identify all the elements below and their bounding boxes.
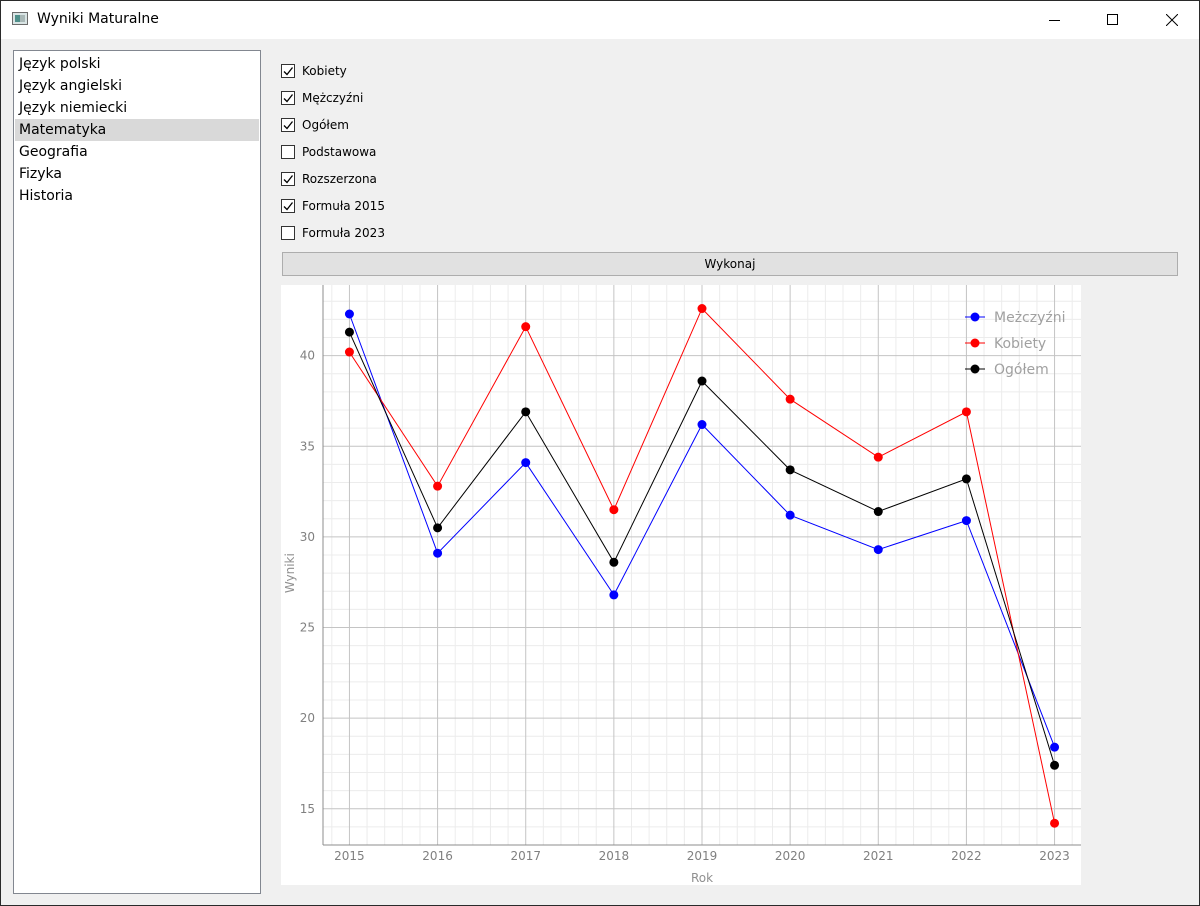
checkbox-label: Formuła 2015 <box>302 199 385 213</box>
title-bar[interactable]: Wyniki Maturalne <box>1 1 1199 39</box>
data-point <box>785 394 795 404</box>
x-tick-label: 2020 <box>775 849 806 863</box>
x-tick-label: 2017 <box>510 849 541 863</box>
legend-label: Ogółem <box>994 362 1049 378</box>
data-point <box>873 507 883 517</box>
minimize-button[interactable] <box>1032 2 1078 38</box>
data-point <box>344 347 354 357</box>
data-point <box>433 481 443 491</box>
subject-item[interactable]: Historia <box>19 188 73 204</box>
x-tick-label: 2021 <box>863 849 894 863</box>
filter-formula-2023-checkbox[interactable]: Formuła 2023 <box>281 224 385 242</box>
check-icon <box>283 67 294 76</box>
checkbox-label: Formuła 2023 <box>302 226 385 240</box>
data-point <box>433 548 443 558</box>
check-icon <box>283 94 294 103</box>
check-icon <box>283 175 294 184</box>
data-point <box>1050 818 1060 828</box>
filter-mezczyzni-checkbox[interactable]: Mężczyźni <box>281 89 363 107</box>
legend-marker <box>970 364 980 374</box>
window-title: Wyniki Maturalne <box>37 11 159 27</box>
y-tick-label: 15 <box>300 802 315 816</box>
x-tick-label: 2016 <box>422 849 453 863</box>
data-point <box>697 420 707 430</box>
legend-label: Meżczyźni <box>994 310 1065 326</box>
filter-podstawowa-checkbox[interactable]: Podstawowa <box>281 143 376 161</box>
data-point <box>873 545 883 555</box>
y-tick-label: 30 <box>300 530 315 544</box>
data-point <box>1050 742 1060 752</box>
x-tick-label: 2022 <box>951 849 982 863</box>
data-point <box>785 465 795 475</box>
data-point <box>521 458 531 468</box>
checkbox-label: Podstawowa <box>302 145 377 159</box>
app-icon <box>12 12 28 25</box>
data-point <box>785 510 795 520</box>
subject-item[interactable]: Język polski <box>19 56 101 72</box>
data-point <box>344 327 354 337</box>
checkbox-box[interactable] <box>281 226 295 240</box>
maximize-button[interactable] <box>1090 2 1136 38</box>
x-tick-label: 2023 <box>1039 849 1070 863</box>
data-point <box>433 523 443 533</box>
minimize-icon <box>1049 20 1060 21</box>
subject-item[interactable]: Język niemiecki <box>19 100 128 116</box>
checkbox-box[interactable] <box>281 199 295 213</box>
data-point <box>521 322 531 332</box>
run-button[interactable]: Wykonaj <box>282 252 1178 276</box>
y-tick-label: 35 <box>300 439 315 453</box>
checkbox-box[interactable] <box>281 118 295 132</box>
filter-rozszerzona-checkbox[interactable]: Rozszerzona <box>281 170 377 188</box>
close-button[interactable] <box>1149 2 1195 38</box>
data-point <box>961 516 971 526</box>
legend-label: Kobiety <box>994 336 1046 352</box>
data-point <box>873 452 883 462</box>
checkbox-label: Rozszerzona <box>302 172 377 186</box>
legend-marker <box>970 338 980 348</box>
data-point <box>1050 760 1060 770</box>
data-point <box>609 557 619 567</box>
subject-item[interactable]: Fizyka <box>19 166 62 182</box>
data-point <box>961 474 971 484</box>
subject-list[interactable]: Język polski Język angielski Język niemi… <box>13 50 261 894</box>
filter-ogolem-checkbox[interactable]: Ogółem <box>281 116 349 134</box>
x-tick-label: 2015 <box>334 849 365 863</box>
checkbox-label: Kobiety <box>302 64 347 78</box>
data-point <box>344 309 354 319</box>
y-axis-title: Wyniki <box>283 553 297 593</box>
subject-item-selected[interactable]: Matematyka <box>15 119 259 141</box>
data-point <box>961 407 971 417</box>
data-point <box>521 407 531 417</box>
chart-area: 15 20 25 30 35 40 2015 2016 2017 2018 2019 2020 2021… <box>281 285 1081 885</box>
checkbox-box[interactable] <box>281 145 295 159</box>
filter-formula-2015-checkbox[interactable]: Formuła 2015 <box>281 197 385 215</box>
legend-marker <box>970 312 980 322</box>
subject-item[interactable]: Język angielski <box>19 78 122 94</box>
checkbox-box[interactable] <box>281 91 295 105</box>
x-axis-title: Rok <box>691 871 713 885</box>
check-icon <box>283 121 294 130</box>
data-point <box>697 376 707 386</box>
subject-item[interactable]: Geografia <box>19 144 88 160</box>
checkbox-box[interactable] <box>281 64 295 78</box>
close-icon <box>1166 14 1178 26</box>
check-icon <box>283 202 294 211</box>
checkbox-box[interactable] <box>281 172 295 186</box>
x-tick-label: 2018 <box>599 849 630 863</box>
y-tick-label: 40 <box>300 349 315 363</box>
x-tick-label: 2019 <box>687 849 718 863</box>
filter-kobiety-checkbox[interactable]: Kobiety <box>281 62 347 80</box>
data-point <box>697 304 707 314</box>
maximize-icon <box>1107 14 1118 25</box>
checkbox-label: Mężczyźni <box>302 91 364 105</box>
y-tick-label: 25 <box>300 621 315 635</box>
data-point <box>609 505 619 515</box>
y-tick-label: 20 <box>300 711 315 725</box>
data-point <box>609 590 619 600</box>
checkbox-label: Ogółem <box>302 118 349 132</box>
results-line-chart: 15 20 25 30 35 40 2015 2016 2017 2018 2019 2020 2021… <box>283 285 1081 885</box>
